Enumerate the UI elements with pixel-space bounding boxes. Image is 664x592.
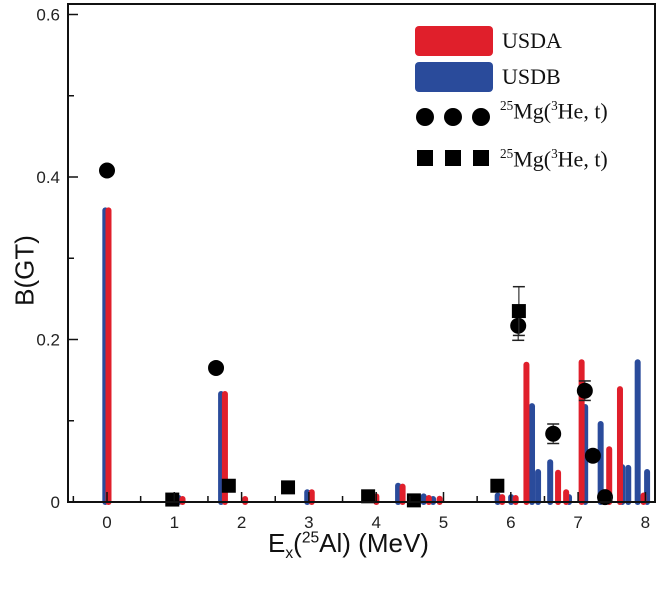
legend-usdb-label: USDB [502,64,561,89]
x-tick-label: 2 [237,513,246,532]
legend-circles-sup1: 25 [500,98,514,113]
x-axis-title: Ex(25Al) (MeV) [268,528,429,563]
x-tick-label: 6 [506,513,515,532]
legend-squares-label: 25Mg(3He, t) [500,146,608,172]
legend-circles-a: Mg( [513,98,552,124]
legend-square-marker [417,150,433,166]
legend-usdb-swatch [415,62,493,92]
y-tick-label: 0.6 [36,6,60,25]
legend-circles-sup2: 3 [551,98,558,113]
legend-squares-sup2: 3 [551,146,558,161]
legend-usda-swatch [415,26,493,56]
x-tick-label: 3 [304,513,313,532]
legend-squares-a: Mg( [513,146,552,172]
y-tick-label: 0 [51,493,60,512]
square-data-point [221,478,236,493]
circle-data-point [545,425,562,442]
circle-data-point [208,359,225,376]
x-tick-label: 7 [573,513,582,532]
legend-squares-sup1: 25 [500,146,514,161]
circle-data-point [510,317,527,334]
legend-square-marker [473,150,489,166]
legend-circles-label: 25Mg(3He, t) [500,98,608,124]
x-title-open: ( [293,528,302,558]
x-tick-label: 8 [641,513,650,532]
square-data-point [361,489,376,504]
x-title-rest: Al) (MeV) [319,528,429,558]
circle-data-point [99,162,115,179]
square-data-point [490,478,505,493]
plot-frame [67,3,656,503]
legend-square-marker [445,150,461,166]
square-data-point [165,492,180,507]
circle-data-point [584,447,601,464]
legend-usda-label: USDA [502,28,562,53]
legend-circle-marker [416,108,434,126]
square-data-point [406,493,421,508]
legend-circles-b: He, t) [557,98,608,124]
x-tick-label: 5 [439,513,448,532]
x-title-sub: x [285,545,294,563]
square-data-point [511,304,526,319]
circle-data-point [576,382,593,399]
x-title-main: E [268,528,286,558]
y-axis-title: B(GT) [9,235,40,306]
x-title-sup: 25 [301,529,320,547]
x-tick-label: 0 [102,513,111,532]
y-tick-label: 0.2 [36,331,60,350]
y-tick-label: 0.4 [36,168,60,187]
legend-circle-marker [444,108,462,126]
legend-circle-marker [472,108,490,126]
square-data-point [281,480,296,495]
legend-squares-b: He, t) [557,146,608,172]
x-tick-label: 4 [371,513,380,532]
x-tick-label: 1 [170,513,179,532]
